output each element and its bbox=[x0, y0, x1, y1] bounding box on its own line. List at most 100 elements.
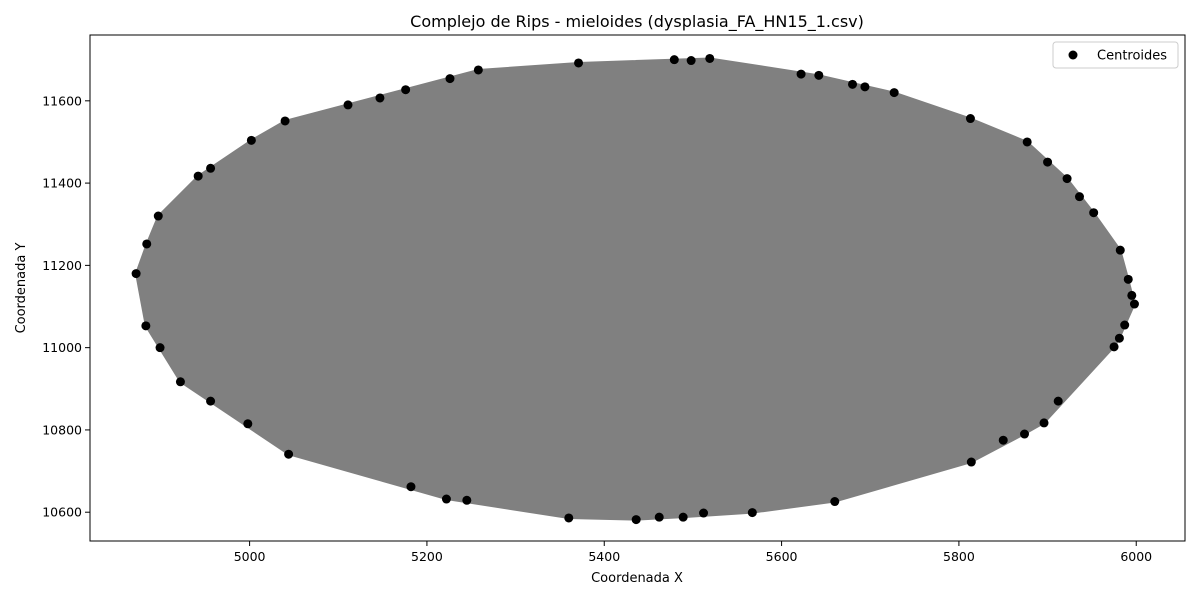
centroid-point bbox=[830, 497, 840, 507]
rips-edge bbox=[751, 141, 1028, 513]
rips-edge bbox=[466, 62, 580, 501]
rips-edge bbox=[751, 86, 866, 513]
rips-edge bbox=[1026, 141, 1120, 339]
rips-edge bbox=[180, 381, 1045, 424]
centroid-point bbox=[1089, 208, 1099, 218]
centroid-points bbox=[131, 53, 1139, 525]
rips-edge bbox=[250, 140, 412, 487]
rips-edge bbox=[379, 97, 412, 487]
rips-edge bbox=[658, 60, 692, 518]
rips-edge bbox=[852, 84, 1045, 424]
rips-edge bbox=[210, 140, 252, 402]
rips-edge bbox=[198, 175, 1115, 348]
centroid-point bbox=[1039, 418, 1049, 428]
rips-edge bbox=[1057, 196, 1080, 402]
rips-edge bbox=[709, 58, 1125, 326]
rips-edge bbox=[1026, 141, 1045, 423]
centroid-point bbox=[462, 495, 472, 505]
rips-edges bbox=[135, 57, 1136, 521]
centroid-point bbox=[966, 457, 976, 467]
rips-edge bbox=[818, 74, 1048, 163]
rips-edge bbox=[800, 73, 1129, 280]
rips-edge bbox=[1057, 212, 1095, 402]
rips-edge bbox=[834, 212, 1095, 502]
centroid-point bbox=[814, 70, 824, 80]
rips-edge bbox=[709, 58, 1025, 435]
centroid-point bbox=[699, 508, 709, 518]
rips-edge bbox=[834, 118, 971, 502]
rips-edge bbox=[410, 74, 820, 488]
rips-edge bbox=[1113, 250, 1121, 347]
rips-edge bbox=[578, 62, 1004, 441]
y-tick-label: 11000 bbox=[42, 340, 82, 355]
rips-edge bbox=[834, 433, 1025, 502]
rips-edge bbox=[969, 118, 1059, 402]
rips-edge bbox=[703, 461, 972, 514]
rips-edge bbox=[864, 86, 1004, 441]
rips-edge bbox=[179, 168, 212, 382]
rips-edge bbox=[818, 75, 1004, 441]
rips-edge bbox=[1002, 141, 1028, 441]
y-tick-label: 11200 bbox=[42, 258, 82, 273]
rips-edge bbox=[568, 62, 580, 518]
rips-edge bbox=[818, 75, 972, 463]
rips-edge bbox=[690, 60, 705, 514]
rips-edge bbox=[703, 141, 1028, 514]
rips-edge bbox=[477, 69, 570, 519]
rips-edge bbox=[703, 75, 820, 514]
rips-edge bbox=[449, 78, 684, 518]
rips-edge bbox=[135, 273, 147, 326]
rips-edge bbox=[1079, 196, 1115, 347]
centroid-point bbox=[246, 135, 256, 145]
rips-edge bbox=[970, 161, 1049, 463]
rips-edge bbox=[379, 97, 447, 500]
y-tick-label: 10600 bbox=[42, 505, 82, 520]
centroid-point bbox=[889, 88, 899, 98]
rips-edge bbox=[180, 381, 684, 518]
rips-edge bbox=[180, 59, 675, 383]
rips-edge bbox=[157, 216, 161, 348]
rips-edge bbox=[864, 86, 1121, 251]
rips-edge bbox=[288, 141, 1028, 455]
y-tick-label: 11400 bbox=[42, 176, 82, 191]
rips-edge bbox=[210, 212, 1094, 402]
rips-edge bbox=[446, 84, 853, 500]
centroid-point bbox=[564, 513, 574, 523]
rips-edge bbox=[466, 196, 1080, 501]
rips-edge bbox=[466, 499, 569, 519]
centroid-point bbox=[1020, 429, 1030, 439]
centroid-point bbox=[1129, 299, 1139, 309]
rips-edge bbox=[347, 104, 447, 500]
rips-edge bbox=[864, 86, 1126, 326]
centroid-point bbox=[1127, 290, 1137, 300]
centroid-point bbox=[284, 449, 294, 459]
rips-edge bbox=[682, 303, 1135, 518]
centroid-point bbox=[686, 56, 696, 66]
rips-edge bbox=[146, 215, 159, 245]
rips-edge bbox=[893, 92, 1120, 339]
rips-edge bbox=[1079, 196, 1135, 305]
rips-edge bbox=[864, 86, 1120, 339]
rips-edge bbox=[445, 69, 479, 500]
rips-edge bbox=[673, 59, 705, 514]
rips-edge bbox=[478, 69, 1115, 348]
rips-edge bbox=[673, 59, 684, 518]
rips-edge bbox=[578, 62, 705, 514]
rips-edge bbox=[658, 84, 853, 518]
rips-edge bbox=[210, 120, 286, 402]
rips-edge bbox=[703, 249, 1121, 514]
rips-edge bbox=[379, 97, 684, 518]
rips-edge bbox=[1002, 196, 1080, 441]
rips-edge bbox=[159, 347, 181, 383]
rips-edge bbox=[709, 58, 753, 513]
centroid-point bbox=[860, 82, 870, 92]
chart-title: Complejo de Rips - mieloides (dysplasia_… bbox=[410, 12, 864, 32]
rips-edge bbox=[568, 84, 853, 519]
rips-edge bbox=[893, 92, 1025, 435]
rips-edge bbox=[864, 86, 1094, 214]
centroid-point bbox=[1043, 157, 1053, 167]
rips-edge bbox=[658, 249, 1121, 518]
rips-edge bbox=[970, 178, 1068, 463]
rips-edge bbox=[1093, 212, 1120, 339]
